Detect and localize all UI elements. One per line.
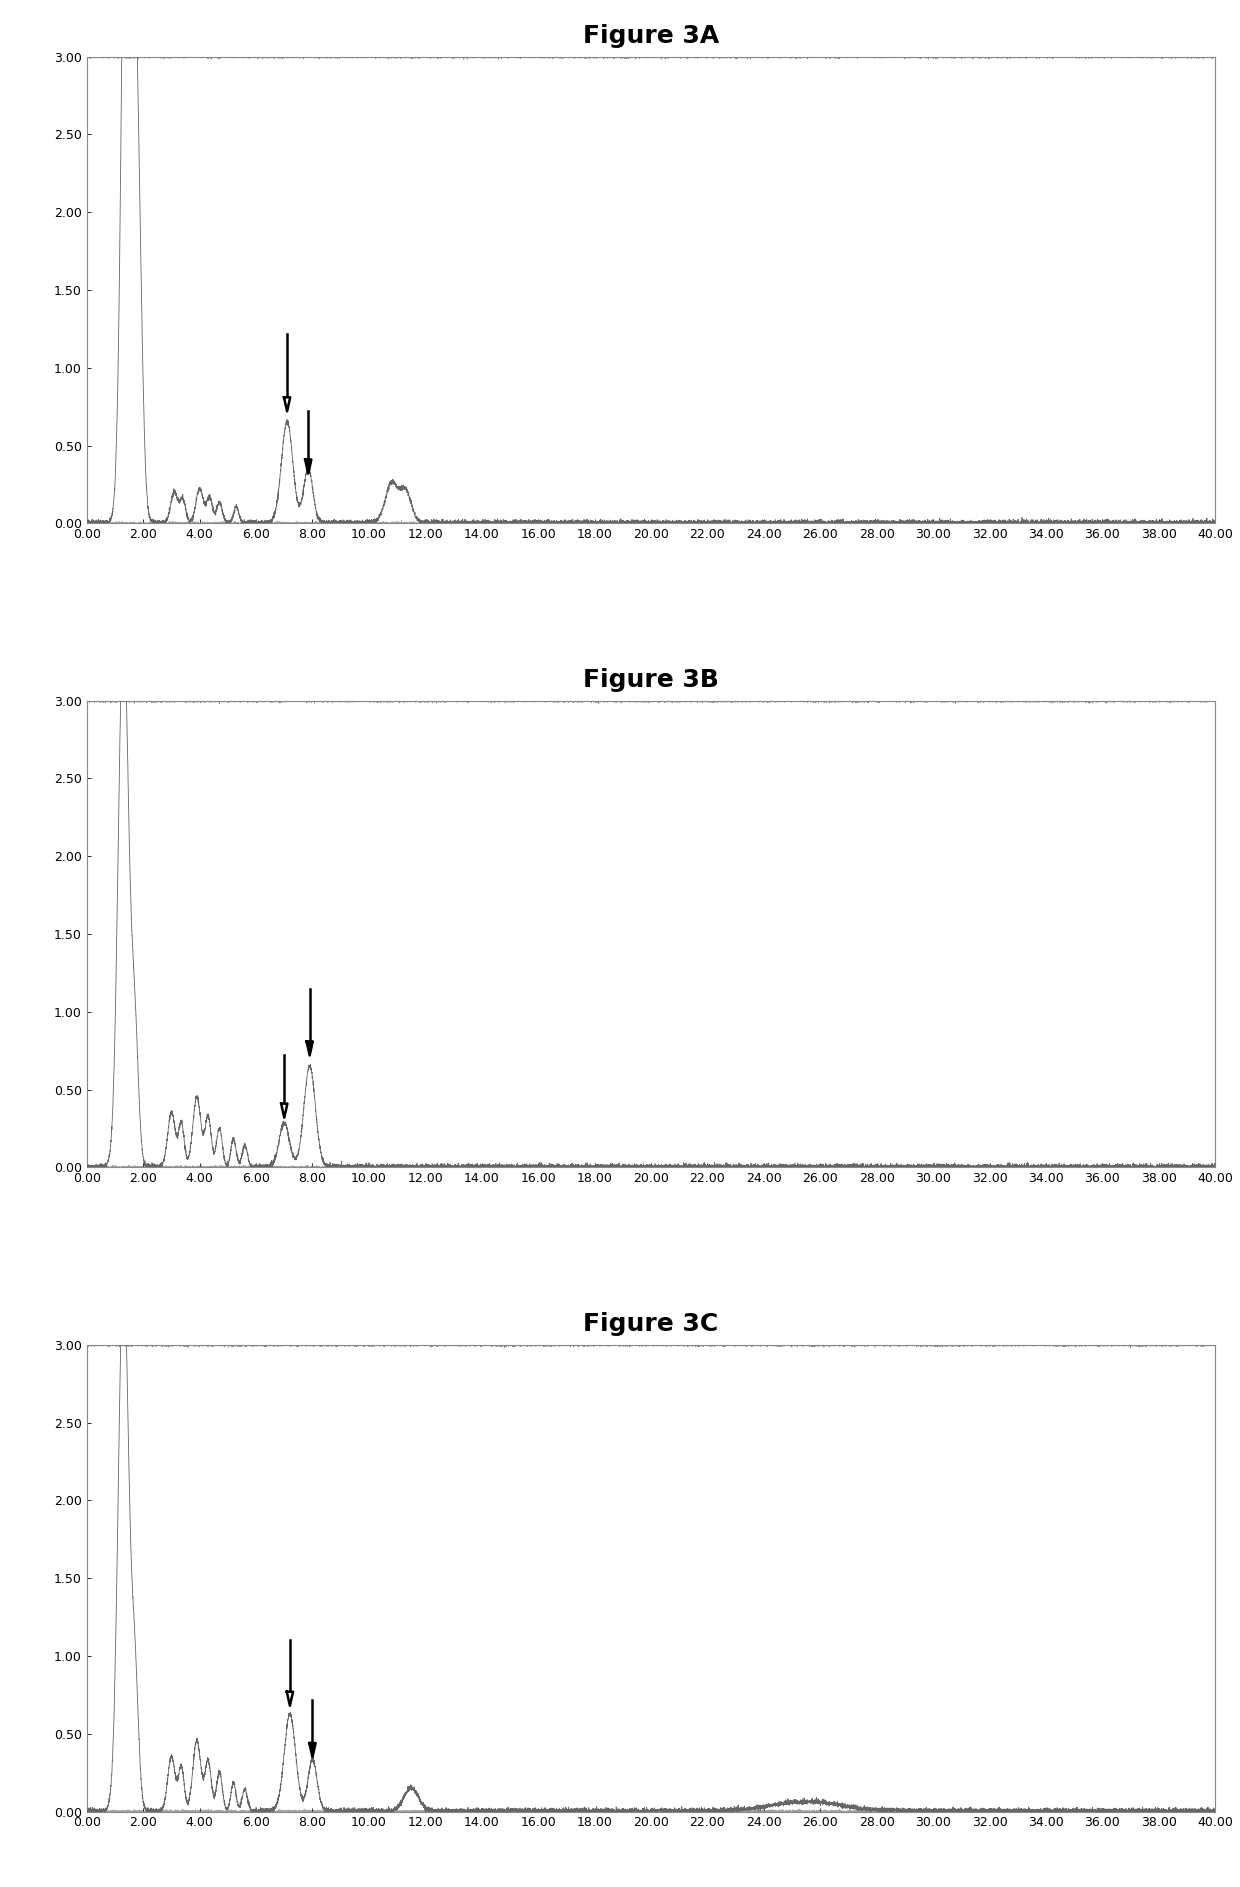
Polygon shape [281, 1104, 288, 1117]
Polygon shape [309, 1744, 316, 1757]
Polygon shape [305, 460, 311, 474]
Title: Figure 3A: Figure 3A [583, 25, 719, 47]
Title: Figure 3B: Figure 3B [583, 668, 719, 693]
Polygon shape [306, 1042, 312, 1055]
Polygon shape [286, 1693, 293, 1706]
Title: Figure 3C: Figure 3C [583, 1311, 719, 1336]
Polygon shape [284, 398, 290, 411]
